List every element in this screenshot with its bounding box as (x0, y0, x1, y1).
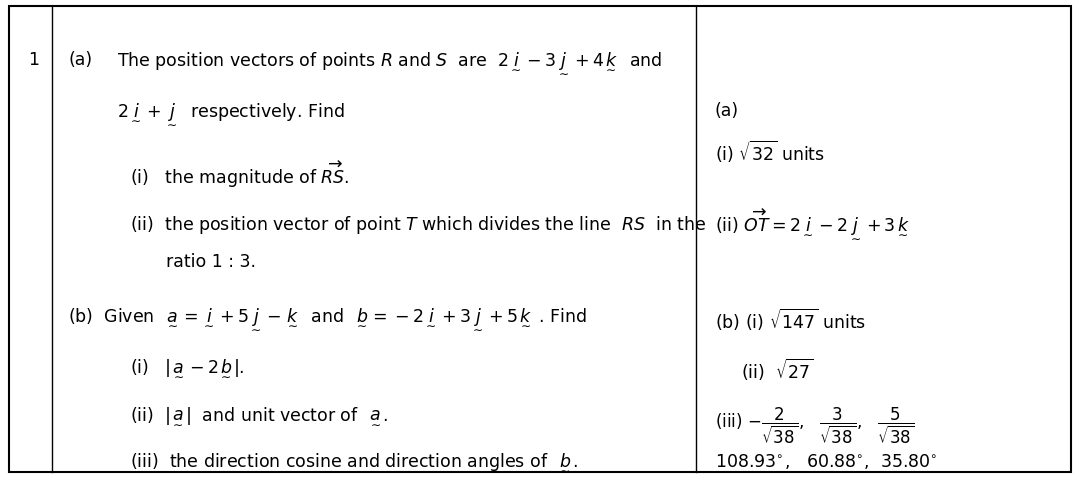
Text: (iii)  the direction cosine and direction angles of  $\underset{\sim}{b}$.: (iii) the direction cosine and direction… (130, 451, 578, 471)
Text: (ii)  $|\underset{\sim}{a}|$  and unit vector of  $\underset{\sim}{a}$.: (ii) $|\underset{\sim}{a}|$ and unit vec… (130, 405, 388, 425)
Text: (b)  Given  $\underset{\sim}{a}=\underset{\sim}{i}+5\underset{\sim}{j}-\underset: (b) Given $\underset{\sim}{a}=\underset{… (68, 306, 586, 330)
Text: (a): (a) (715, 102, 739, 120)
Text: (a): (a) (68, 51, 92, 69)
Text: $108.93^{\circ}$,   $60.88^{\circ}$,  $35.80^{\circ}$: $108.93^{\circ}$, $60.88^{\circ}$, $35.8… (715, 451, 937, 470)
Text: $2\underset{\sim}{i}+\underset{\sim}{j}$  respectively. Find: $2\underset{\sim}{i}+\underset{\sim}{j}$… (117, 102, 345, 126)
FancyBboxPatch shape (9, 7, 1071, 472)
Text: (ii)  the position vector of point $\mathit{T}$ which divides the line  $\mathit: (ii) the position vector of point $\math… (130, 214, 706, 236)
Text: (i)   $|\underset{\sim}{a}-2\underset{\sim}{b}|$.: (i) $|\underset{\sim}{a}-2\underset{\sim… (130, 357, 244, 377)
Text: (i)   the magnitude of $\overrightarrow{RS}$.: (i) the magnitude of $\overrightarrow{RS… (130, 159, 349, 189)
Text: ratio 1 : 3.: ratio 1 : 3. (166, 253, 256, 271)
Text: (iii) $-\dfrac{2}{\sqrt{38}}$,   $\dfrac{3}{\sqrt{38}}$,   $\dfrac{5}{\sqrt{38}}: (iii) $-\dfrac{2}{\sqrt{38}}$, $\dfrac{3… (715, 405, 915, 445)
Text: (i) $\sqrt{32}$ units: (i) $\sqrt{32}$ units (715, 139, 825, 165)
Text: (ii)  $\sqrt{27}$: (ii) $\sqrt{27}$ (741, 357, 813, 383)
Text: (ii) $\overrightarrow{OT}=2\underset{\sim}{i}-2\underset{\sim}{j}+3\underset{\si: (ii) $\overrightarrow{OT}=2\underset{\si… (715, 207, 909, 240)
Text: The position vectors of points $\mathit{R}$ and $\mathit{S}$  are  $2\underset{\: The position vectors of points $\mathit{… (117, 51, 662, 75)
Text: 1: 1 (28, 51, 39, 69)
Text: (b) (i) $\sqrt{147}$ units: (b) (i) $\sqrt{147}$ units (715, 306, 866, 332)
